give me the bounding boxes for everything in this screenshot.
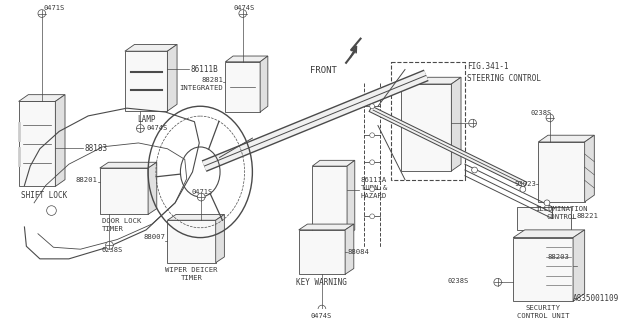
Polygon shape	[573, 230, 585, 301]
Text: 0471S: 0471S	[191, 189, 212, 195]
Text: WIPER DEICER
TIMER: WIPER DEICER TIMER	[165, 267, 218, 281]
Polygon shape	[299, 224, 354, 230]
Polygon shape	[19, 95, 65, 101]
Text: KEY WARNING: KEY WARNING	[296, 278, 348, 287]
Circle shape	[106, 242, 113, 249]
Text: A835001109: A835001109	[573, 294, 620, 303]
Circle shape	[494, 278, 502, 286]
Text: 88201: 88201	[76, 177, 98, 183]
Text: 0238S: 0238S	[447, 278, 468, 284]
Bar	[299, 230, 345, 274]
Polygon shape	[125, 44, 177, 51]
Circle shape	[520, 187, 525, 192]
Bar	[100, 168, 148, 214]
Polygon shape	[216, 214, 225, 263]
Text: 88084: 88084	[347, 249, 369, 255]
Bar	[168, 220, 216, 263]
Text: ILLUMINATION
CONTROL: ILLUMINATION CONTROL	[535, 206, 588, 220]
Circle shape	[318, 305, 326, 313]
Circle shape	[38, 10, 45, 17]
Text: 88221: 88221	[577, 213, 599, 219]
Bar	[225, 62, 260, 112]
Circle shape	[370, 160, 374, 165]
Polygon shape	[538, 135, 595, 142]
Polygon shape	[168, 214, 225, 220]
Circle shape	[370, 214, 374, 219]
Text: 93023: 93023	[515, 181, 536, 187]
Circle shape	[370, 104, 374, 109]
Polygon shape	[401, 77, 461, 84]
Polygon shape	[260, 56, 268, 112]
Text: 0474S: 0474S	[146, 124, 168, 131]
Text: 0474S: 0474S	[310, 313, 332, 319]
Bar	[538, 142, 585, 202]
Circle shape	[239, 10, 246, 17]
Text: 86111B: 86111B	[191, 65, 218, 74]
Text: 88281
INTEGRATED: 88281 INTEGRATED	[180, 77, 223, 91]
Circle shape	[370, 187, 374, 192]
Circle shape	[544, 200, 550, 206]
Text: FRONT: FRONT	[310, 66, 337, 75]
Text: 88203: 88203	[547, 254, 569, 260]
Polygon shape	[513, 230, 585, 238]
Circle shape	[472, 167, 477, 173]
Circle shape	[370, 133, 374, 138]
Text: FIG.341-1
STEERING CONTROL: FIG.341-1 STEERING CONTROL	[467, 62, 541, 83]
Polygon shape	[225, 56, 268, 62]
Bar	[19, 101, 55, 187]
Circle shape	[197, 193, 205, 201]
Text: 88183: 88183	[84, 144, 108, 153]
Bar	[312, 166, 347, 236]
Bar	[517, 207, 571, 230]
Polygon shape	[148, 162, 157, 214]
Text: 0238S: 0238S	[531, 110, 552, 116]
Polygon shape	[100, 162, 157, 168]
Circle shape	[47, 206, 56, 215]
Polygon shape	[345, 224, 354, 274]
Polygon shape	[585, 135, 595, 202]
Text: SHIFT LOCK: SHIFT LOCK	[20, 191, 67, 200]
Bar	[401, 84, 451, 171]
Polygon shape	[312, 160, 355, 166]
Polygon shape	[55, 95, 65, 187]
Circle shape	[546, 114, 554, 122]
Polygon shape	[451, 77, 461, 171]
Text: 88007: 88007	[143, 234, 166, 240]
Text: 0471S: 0471S	[44, 5, 65, 11]
Text: 86111A
TURN &
HAZARD: 86111A TURN & HAZARD	[360, 177, 387, 199]
Text: 0474S: 0474S	[233, 5, 254, 11]
Polygon shape	[168, 44, 177, 111]
Bar	[125, 51, 168, 111]
Bar	[392, 62, 465, 180]
Text: SECURITY
CONTROL UNIT: SECURITY CONTROL UNIT	[517, 305, 570, 319]
Circle shape	[136, 124, 144, 132]
Text: DOOR LOCK
TIMER: DOOR LOCK TIMER	[102, 218, 141, 232]
Text: LAMP: LAMP	[137, 115, 156, 124]
Bar	[513, 238, 573, 301]
Circle shape	[468, 119, 476, 127]
Text: 0238S: 0238S	[102, 247, 123, 253]
Polygon shape	[347, 160, 355, 236]
